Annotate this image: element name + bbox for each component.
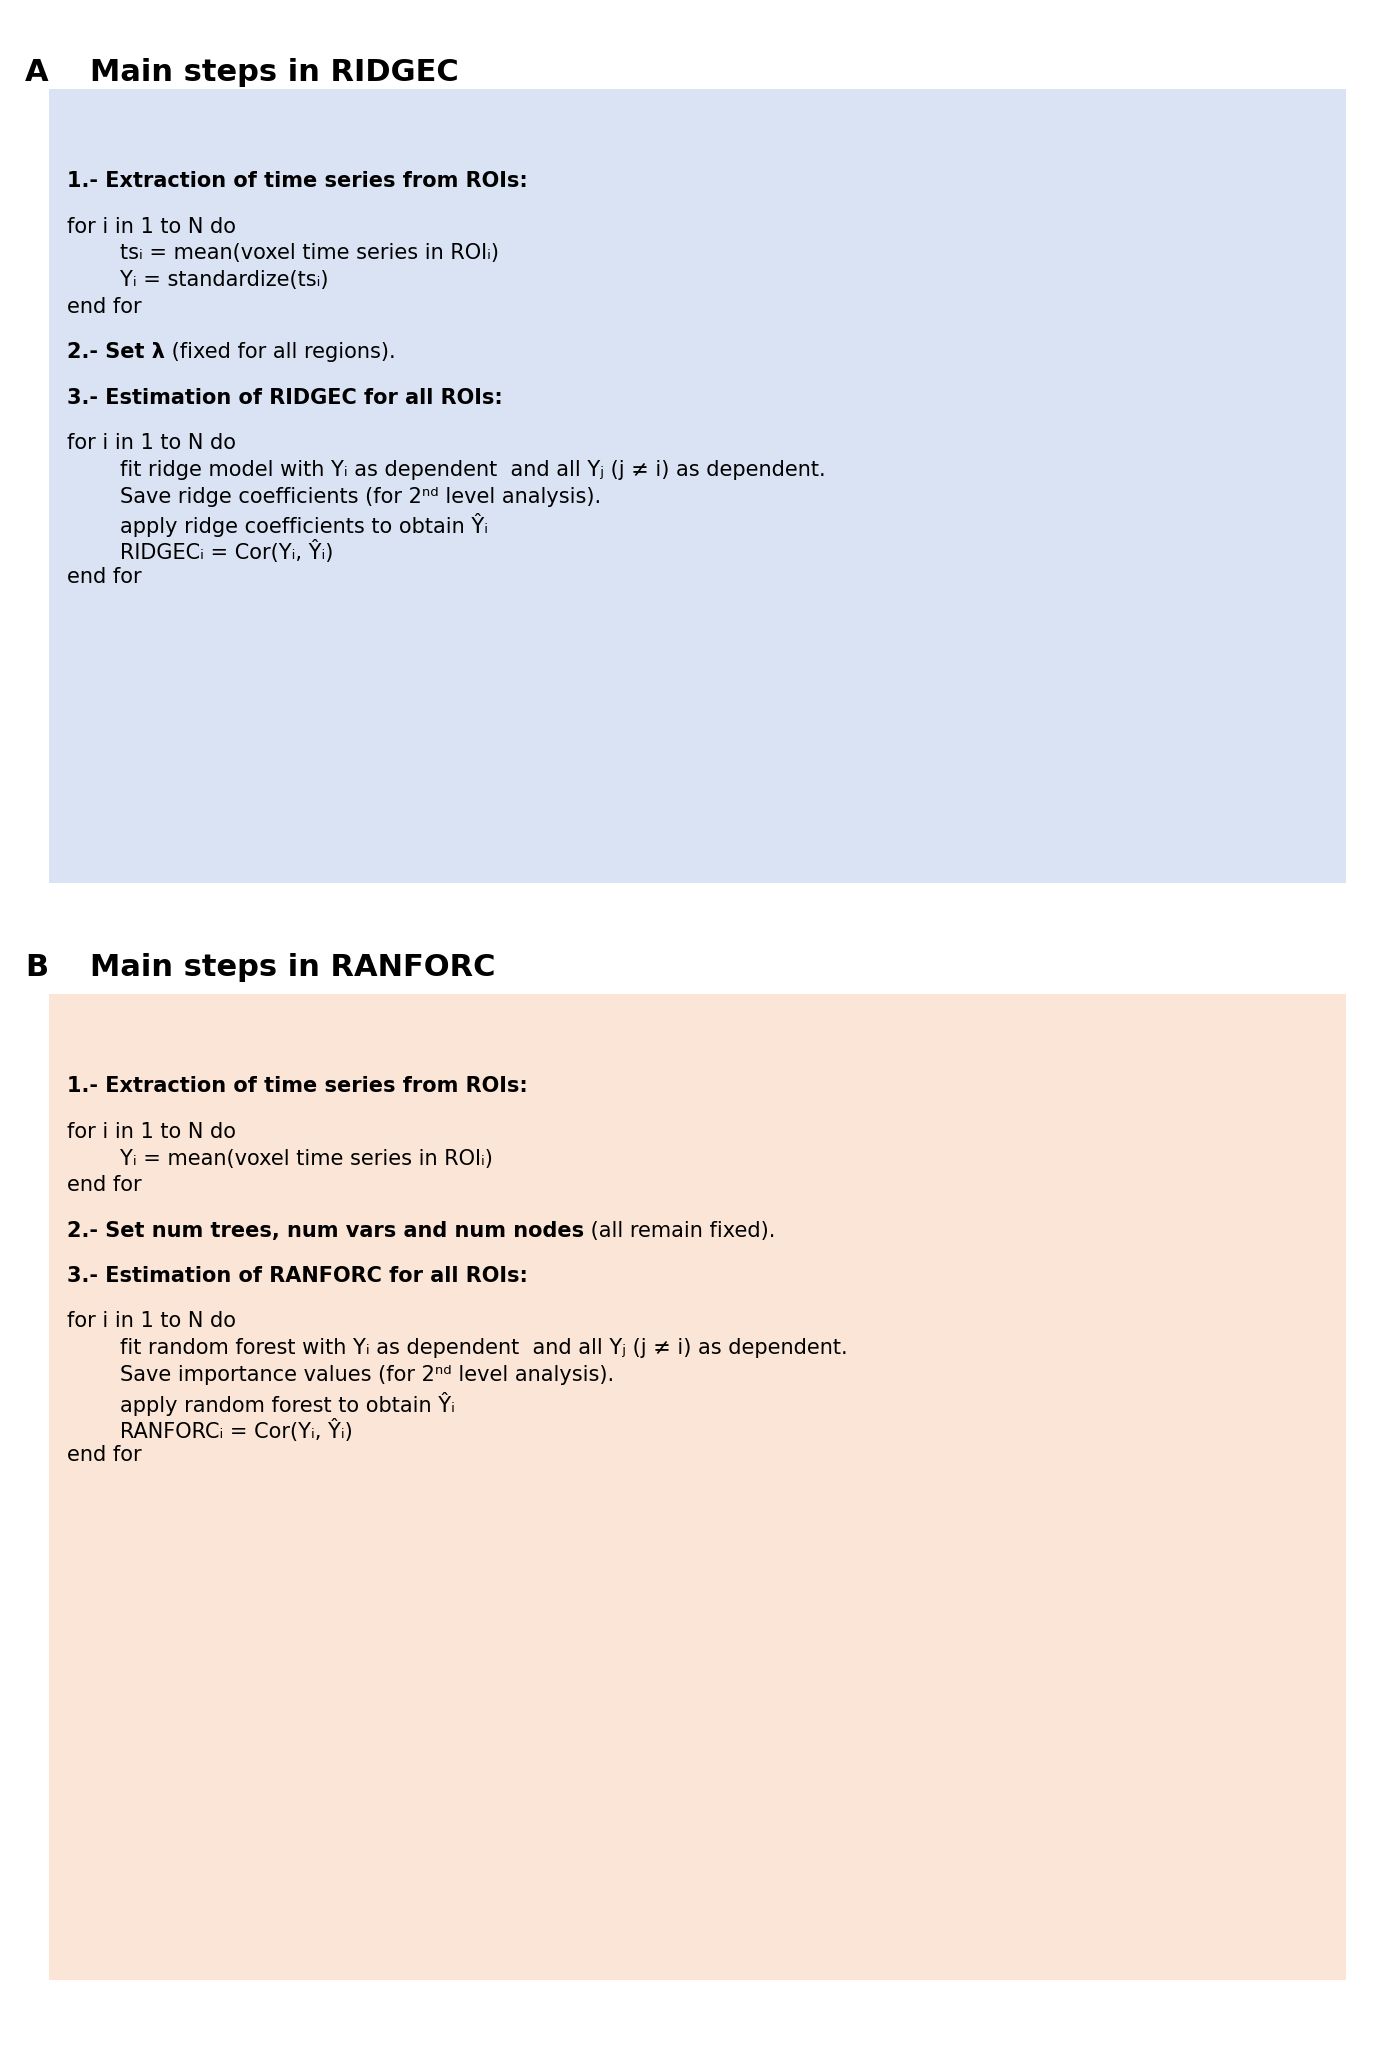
Text: Main steps in RANFORC: Main steps in RANFORC <box>90 953 496 982</box>
FancyBboxPatch shape <box>49 994 1346 1980</box>
Text: B: B <box>25 953 49 982</box>
Text: fit random forest with Yᵢ as dependent  and all Yⱼ (j ≠ i) as dependent.: fit random forest with Yᵢ as dependent a… <box>67 1338 847 1359</box>
Text: for i in 1 to N do: for i in 1 to N do <box>67 1122 236 1142</box>
FancyBboxPatch shape <box>49 89 1346 883</box>
Text: for i in 1 to N do: for i in 1 to N do <box>67 433 236 454</box>
Text: end for: end for <box>67 567 142 588</box>
Text: Yᵢ = mean(voxel time series in ROIᵢ): Yᵢ = mean(voxel time series in ROIᵢ) <box>67 1149 493 1169</box>
Text: end for: end for <box>67 1175 142 1196</box>
Text: RIDGECᵢ = Cor(Yᵢ, Ŷᵢ): RIDGECᵢ = Cor(Yᵢ, Ŷᵢ) <box>67 540 333 563</box>
Text: apply random forest to obtain Ŷᵢ: apply random forest to obtain Ŷᵢ <box>67 1392 454 1417</box>
Text: 2.- Set num trees, num vars and num nodes: 2.- Set num trees, num vars and num node… <box>67 1221 584 1241</box>
Text: (fixed for all regions).: (fixed for all regions). <box>165 342 396 363</box>
Text: A: A <box>25 58 49 87</box>
Text: 1.- Extraction of time series from ROIs:: 1.- Extraction of time series from ROIs: <box>67 171 527 192</box>
Text: fit ridge model with Yᵢ as dependent  and all Yⱼ (j ≠ i) as dependent.: fit ridge model with Yᵢ as dependent and… <box>67 460 826 480</box>
Text: RANFORCᵢ = Cor(Yᵢ, Ŷᵢ): RANFORCᵢ = Cor(Yᵢ, Ŷᵢ) <box>67 1419 353 1441</box>
Text: end for: end for <box>67 297 142 318</box>
Text: for i in 1 to N do: for i in 1 to N do <box>67 217 236 237</box>
Text: Yᵢ = standardize(tsᵢ): Yᵢ = standardize(tsᵢ) <box>67 270 328 291</box>
Text: for i in 1 to N do: for i in 1 to N do <box>67 1311 236 1332</box>
Text: 2.- Set λ: 2.- Set λ <box>67 342 165 363</box>
Text: 3.- Estimation of RANFORC for all ROIs:: 3.- Estimation of RANFORC for all ROIs: <box>67 1266 527 1287</box>
Text: (all remain fixed).: (all remain fixed). <box>584 1221 775 1241</box>
Text: 3.- Estimation of RIDGEC for all ROIs:: 3.- Estimation of RIDGEC for all ROIs: <box>67 388 502 408</box>
Text: 1.- Extraction of time series from ROIs:: 1.- Extraction of time series from ROIs: <box>67 1076 527 1097</box>
Text: Main steps in RIDGEC: Main steps in RIDGEC <box>90 58 459 87</box>
Text: Save ridge coefficients (for 2ⁿᵈ level analysis).: Save ridge coefficients (for 2ⁿᵈ level a… <box>67 487 601 507</box>
Text: apply ridge coefficients to obtain Ŷᵢ: apply ridge coefficients to obtain Ŷᵢ <box>67 513 487 538</box>
Text: tsᵢ = mean(voxel time series in ROIᵢ): tsᵢ = mean(voxel time series in ROIᵢ) <box>67 243 498 264</box>
Text: Save importance values (for 2ⁿᵈ level analysis).: Save importance values (for 2ⁿᵈ level an… <box>67 1365 613 1386</box>
Text: end for: end for <box>67 1445 142 1466</box>
